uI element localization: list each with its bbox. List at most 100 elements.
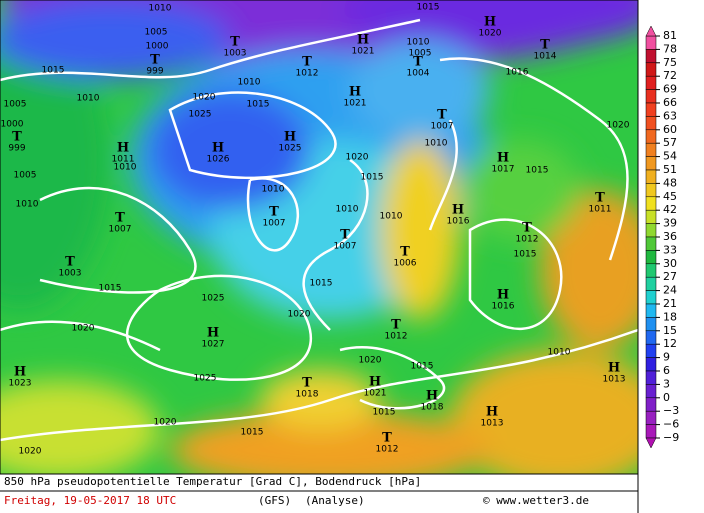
pressure-value: 1021	[364, 389, 387, 399]
colorbar-label: 81	[663, 29, 677, 42]
pressure-value: 1007	[109, 225, 132, 235]
colorbar-label: 18	[663, 310, 677, 323]
pressure-symbol: T	[302, 376, 312, 391]
pressure-symbol: T	[391, 318, 401, 333]
pressure-value: 1014	[534, 52, 557, 62]
isobar-label: 1015	[241, 428, 264, 438]
pressure-symbol: T	[413, 55, 423, 70]
isobar-label: 1000	[146, 42, 169, 52]
isobar-label: 1015	[247, 100, 270, 110]
pressure-symbol: T	[12, 130, 22, 145]
pressure-symbol: H	[497, 288, 509, 303]
pressure-symbol: H	[207, 326, 219, 341]
pressure-value: 1018	[296, 390, 319, 400]
colorbar-segment	[645, 183, 657, 198]
colorbar-segment	[645, 370, 657, 385]
colorbar-segment	[645, 169, 657, 184]
colorbar-segment	[645, 343, 657, 358]
pressure-symbol: H	[484, 15, 496, 30]
colorbar-segment	[645, 223, 657, 238]
colorbar-label: 72	[663, 69, 677, 82]
pressure-value: 1016	[492, 302, 515, 312]
colorbar-segment	[645, 156, 657, 171]
pressure-symbol: T	[340, 228, 350, 243]
pressure-symbol: H	[357, 33, 369, 48]
footer-date: Freitag, 19-05-2017 18 UTC	[4, 494, 176, 507]
isobar-label: 1010	[548, 348, 571, 358]
colorbar-arrow-bottom	[645, 437, 657, 449]
pressure-symbol: H	[14, 365, 26, 380]
isobar-label: 1020	[154, 418, 177, 428]
isobar-label: 1015	[310, 279, 333, 289]
isobar-label: 1015	[526, 166, 549, 176]
isobar-label: 1020	[346, 153, 369, 163]
pressure-value: 1023	[9, 379, 32, 389]
colorbar-label: 30	[663, 257, 677, 270]
pressure-symbol: T	[522, 221, 532, 236]
map-labels: H1020T1014H1021T1012T1004T999T1003H1021T…	[1, 3, 630, 457]
colorbar-segment	[645, 129, 657, 144]
colorbar-label: 42	[663, 203, 677, 216]
pressure-symbol: H	[497, 151, 509, 166]
colorbar-segment	[645, 303, 657, 318]
colorbar-label: 12	[663, 337, 677, 350]
colorbar-segment	[645, 35, 657, 50]
pressure-value: 1013	[603, 375, 626, 385]
colorbar-label: 69	[663, 83, 677, 96]
colorbar-label: 6	[663, 364, 670, 377]
pressure-value: 1012	[296, 69, 319, 79]
isobar-label: 1015	[373, 408, 396, 418]
temperature-field	[0, 0, 638, 474]
pressure-value: 999	[146, 67, 163, 77]
colorbar-label: 33	[663, 243, 677, 256]
colorbar-label: 15	[663, 324, 677, 337]
isobar-label: 1005	[409, 49, 432, 59]
colorbar-segment	[645, 75, 657, 90]
isobar-label: 1010	[336, 205, 359, 215]
colorbar-label: 0	[663, 391, 670, 404]
colorbar-arrow-top	[645, 25, 657, 37]
pressure-value: 1006	[394, 259, 417, 269]
pressure-symbol: H	[452, 203, 464, 218]
colorbar-label: −3	[663, 404, 679, 417]
pressure-symbol: H	[117, 141, 129, 156]
isobar-label: 1010	[262, 185, 285, 195]
colorbar-segment	[645, 317, 657, 332]
pressure-value: 1011	[112, 155, 135, 165]
colorbar-label: 36	[663, 230, 677, 243]
pressure-symbol: T	[230, 35, 240, 50]
colorbar-label: 27	[663, 270, 677, 283]
colorbar-label: 9	[663, 351, 670, 364]
pressure-value: 1017	[492, 165, 515, 175]
colorbar-segment	[645, 89, 657, 104]
pressure-value: 1027	[202, 340, 225, 350]
pressure-symbol: H	[369, 375, 381, 390]
pressure-symbol: T	[269, 205, 279, 220]
pressure-symbol: H	[486, 405, 498, 420]
pressure-value: 1021	[352, 47, 375, 57]
pressure-value: 1018	[421, 403, 444, 413]
colorbar-segment	[645, 330, 657, 345]
isobar-label: 1005	[14, 171, 37, 181]
isobar-label: 1020	[359, 356, 382, 366]
pressure-symbol: T	[595, 191, 605, 206]
isobar-label: 1010	[425, 139, 448, 149]
colorbar-segment	[645, 357, 657, 372]
pressure-symbol: H	[426, 389, 438, 404]
isobar-label: 1015	[417, 3, 440, 13]
pressure-symbol: T	[302, 55, 312, 70]
isobars	[0, 18, 638, 442]
colorbar-label: 57	[663, 136, 677, 149]
pressure-value: 1003	[59, 269, 82, 279]
pressure-symbol: H	[349, 85, 361, 100]
footer-run: (Analyse)	[305, 494, 365, 507]
isobar-label: 1005	[4, 100, 27, 110]
pressure-value: 1007	[431, 122, 454, 132]
pressure-symbol: T	[65, 255, 75, 270]
isobar-label: 1020	[72, 324, 95, 334]
pressure-symbol: T	[437, 108, 447, 123]
colorbar-segment	[645, 250, 657, 265]
isobar-label: 1015	[411, 362, 434, 372]
